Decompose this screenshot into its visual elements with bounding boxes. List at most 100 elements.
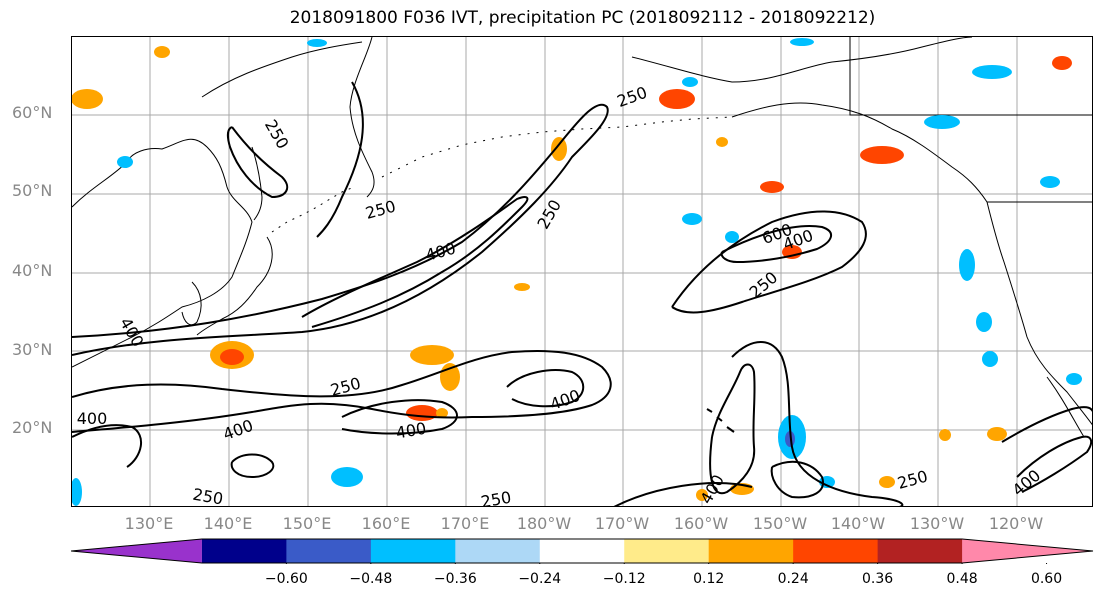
ivt-contour-250 xyxy=(226,126,289,199)
asia-mainland-coast xyxy=(72,138,253,368)
precip-patch xyxy=(1040,176,1060,188)
colorbar-tick-label: 0.36 xyxy=(862,571,894,587)
ivt-contour-400 xyxy=(301,196,529,328)
colorbar xyxy=(71,538,1094,564)
precip-patch xyxy=(959,249,975,281)
precip-patch xyxy=(860,146,904,164)
colorbar-tick-label: −0.60 xyxy=(264,571,308,587)
lon-label-150w: 150°W xyxy=(752,514,808,533)
precip-patch xyxy=(725,231,739,243)
map-title: 2018091800 F036 IVT, precipitation PC (2… xyxy=(289,8,876,28)
precip-patch xyxy=(696,489,708,501)
lat-label-60n: 60°N xyxy=(12,103,53,122)
colorbar-tick-label: −0.36 xyxy=(433,571,477,587)
precip-patch xyxy=(440,363,460,391)
sakhalin-coast xyxy=(251,146,263,221)
lon-label-140w: 140°W xyxy=(830,514,886,533)
colorbar-bin xyxy=(539,539,625,563)
map-canvas: 250 250 250 250 250 250 250 250 250 400 … xyxy=(72,37,1092,507)
ivt-contour-250 xyxy=(72,424,142,468)
ivt-contour-250 xyxy=(613,482,753,506)
contour-label: 400 xyxy=(77,409,108,428)
precip-patch xyxy=(682,77,698,87)
contour-label: 250 xyxy=(328,374,362,400)
precip-patch xyxy=(924,115,960,129)
precip-patch xyxy=(939,429,951,441)
lon-label-130e: 130°E xyxy=(124,514,174,533)
contour-label: 400 xyxy=(696,471,728,507)
colorbar-tick-label: −0.12 xyxy=(602,571,646,587)
ivt-contour-250 xyxy=(671,210,867,314)
colorbar-bin xyxy=(708,539,794,563)
precip-patch xyxy=(220,349,244,365)
colorbar-tick-label: −0.24 xyxy=(518,571,562,587)
colorbar-bin xyxy=(370,539,456,563)
precip-patch xyxy=(987,427,1007,441)
ivt-contour-400 xyxy=(1016,435,1092,493)
contour-label: 250 xyxy=(895,467,929,493)
precip-patch xyxy=(514,283,530,291)
colorbar-tick-label: 0.60 xyxy=(1030,571,1063,587)
ivt-contours xyxy=(72,81,1092,506)
precip-patch xyxy=(982,351,998,367)
precip-patch xyxy=(972,65,1012,79)
contour-label: 400 xyxy=(116,314,148,350)
kamchatka-coast xyxy=(349,37,375,198)
precip-patch xyxy=(682,213,702,225)
ivt-contour-400 xyxy=(720,225,832,264)
precip-patch xyxy=(659,89,695,109)
precip-patch xyxy=(72,478,82,506)
okhotsk-coast xyxy=(201,41,363,98)
lon-label-160w: 160°W xyxy=(673,514,729,533)
colorbar-bin xyxy=(286,539,372,563)
precip-patch xyxy=(331,467,363,487)
ivt-contour-250 xyxy=(1001,406,1092,443)
precip-patch xyxy=(117,156,133,168)
alaska-north-coast xyxy=(631,37,973,83)
lat-label-20n: 20°N xyxy=(12,418,53,437)
colorbar-bin xyxy=(71,539,202,563)
precip-patch xyxy=(1066,373,1082,385)
ivt-contour-400 xyxy=(230,453,275,479)
precip-patch xyxy=(976,312,992,332)
contour-label: 400 xyxy=(1009,466,1045,500)
korea-coast xyxy=(181,281,202,326)
contour-label: 250 xyxy=(261,116,293,152)
colorbar-bin xyxy=(793,539,879,563)
lat-label-50n: 50°N xyxy=(12,181,53,200)
ivt-contour-400 xyxy=(709,363,756,495)
lon-label-140e: 140°E xyxy=(203,514,253,533)
map-panel: 250 250 250 250 250 250 250 250 250 400 … xyxy=(71,36,1093,507)
precip-patch xyxy=(879,476,895,488)
lon-label-150e: 150°E xyxy=(282,514,332,533)
ivt-contour-400 xyxy=(506,369,585,408)
lon-label-170w: 170°W xyxy=(594,514,650,533)
colorbar-tick-label: 0.24 xyxy=(777,571,809,587)
colorbar-ticks xyxy=(285,563,1048,564)
colorbar-bin xyxy=(455,539,541,563)
precip-patch xyxy=(760,181,784,193)
japan-coast xyxy=(196,236,273,336)
contour-label: 250 xyxy=(191,485,224,507)
colorbar-bin xyxy=(624,539,710,563)
alaska-coast xyxy=(731,102,988,203)
contour-label: 250 xyxy=(615,83,650,111)
lon-label-130w: 130°W xyxy=(909,514,965,533)
lon-label-170e: 170°E xyxy=(440,514,490,533)
coastlines xyxy=(72,37,1092,438)
precip-patch xyxy=(551,137,567,161)
contour-label: 250 xyxy=(363,197,397,223)
canada-border xyxy=(849,37,1092,116)
precip-patch xyxy=(154,46,170,58)
colorbar-tick-label: −0.48 xyxy=(349,571,393,587)
ivt-contour-250 xyxy=(72,349,612,433)
lat-label-40n: 40°N xyxy=(12,261,53,280)
colorbar-bin xyxy=(877,539,963,563)
contour-label: 250 xyxy=(533,196,565,232)
ivt-contour-400 xyxy=(770,460,824,499)
contour-label: 400 xyxy=(394,419,427,443)
colorbar-tick-label: 0.12 xyxy=(693,571,725,587)
precip-patch xyxy=(790,38,814,46)
precip-patch xyxy=(410,345,454,365)
contour-label: 400 xyxy=(423,239,457,265)
